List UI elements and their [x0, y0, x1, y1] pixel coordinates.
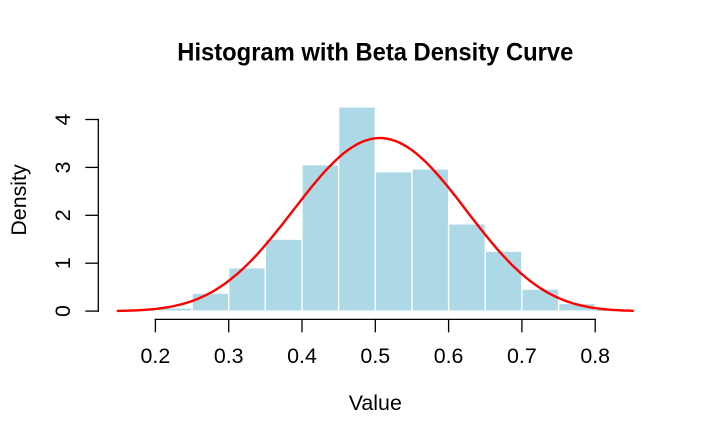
svg-text:3: 3 — [51, 161, 75, 173]
svg-text:Value: Value — [349, 391, 402, 415]
svg-text:0: 0 — [51, 305, 75, 317]
svg-text:0.5: 0.5 — [360, 344, 390, 368]
svg-text:0.6: 0.6 — [434, 344, 464, 368]
svg-text:0.3: 0.3 — [214, 344, 244, 368]
svg-text:4: 4 — [51, 113, 75, 125]
svg-text:1: 1 — [51, 257, 75, 269]
svg-text:0.4: 0.4 — [287, 344, 317, 368]
svg-text:2: 2 — [51, 209, 75, 221]
svg-text:Density: Density — [7, 164, 31, 236]
svg-text:0.7: 0.7 — [507, 344, 537, 368]
svg-text:0.2: 0.2 — [141, 344, 171, 368]
svg-text:Histogram with Beta Density Cu: Histogram with Beta Density Curve — [177, 39, 573, 67]
svg-text:0.8: 0.8 — [580, 344, 610, 368]
